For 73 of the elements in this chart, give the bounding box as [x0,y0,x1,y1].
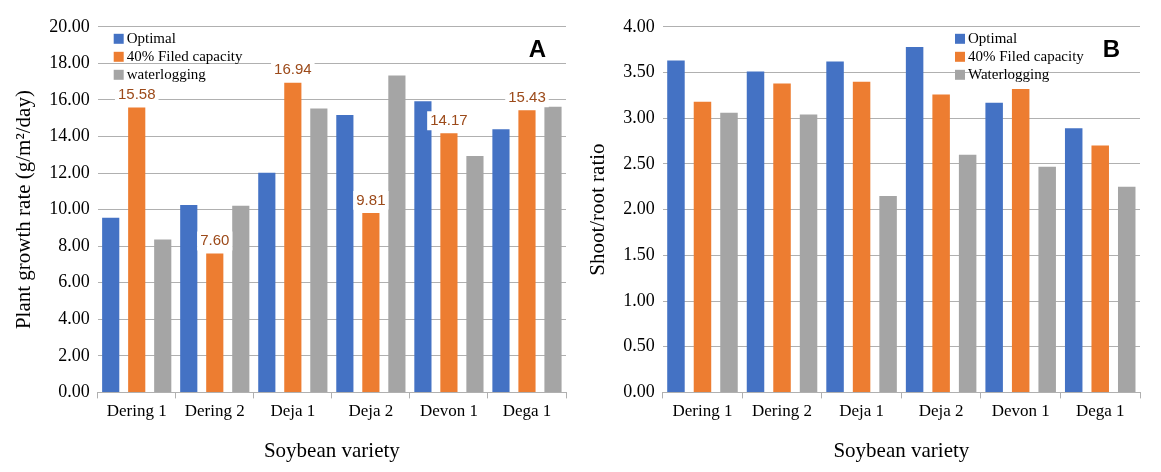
bar [128,107,146,392]
x-tick-label: Deja 1 [839,401,884,421]
bar [667,60,685,392]
bar [492,129,510,392]
bar [102,217,120,392]
x-tick-label: Dering 2 [184,401,245,421]
x-tick-label: Dega 1 [502,401,552,421]
y-tick-label: 12.00 [49,161,90,182]
y-tick-label: 0.00 [58,381,90,402]
legend-label: 40% Filed capacity [968,47,1085,64]
bar [284,82,302,392]
x-axis-title: Soybean variety [263,437,401,462]
y-tick-label: 2.00 [623,198,655,219]
bar [1064,128,1083,392]
data-label: 15.58 [117,85,156,103]
y-tick-label: 0.00 [623,381,655,402]
bar [1011,88,1030,392]
data-label: 9.81 [356,190,386,208]
x-tick-label: Dega 1 [1075,401,1125,421]
y-tick-label: 10.00 [49,198,90,219]
legend-label: Optimal [968,29,1018,46]
bar [826,61,844,392]
bar [985,102,1003,392]
y-tick-label: 4.00 [623,15,655,36]
x-tick-label: Devon 1 [419,401,478,421]
x-tick-label: Dering 2 [752,401,813,421]
x-axis-title: Soybean variety [833,437,970,462]
legend-label: Optimal [126,29,176,46]
data-label: 14.17 [430,111,468,129]
data-label: 16.94 [274,60,312,78]
bar [1091,145,1109,392]
bar [414,101,432,392]
bar [773,83,791,392]
bar [932,94,950,392]
data-label: 7.60 [200,231,230,249]
x-tick-label: Deja 2 [918,401,964,421]
y-tick-label: 2.50 [623,152,655,173]
legend-label: 40% Filed capacity [126,47,243,64]
annotation: B [1102,35,1120,63]
y-tick-label: 18.00 [49,52,90,73]
x-tick-label: Devon 1 [991,401,1050,421]
bar [440,133,458,392]
y-tick-label: 3.00 [623,106,655,127]
y-tick-label: 2.00 [58,344,90,365]
y-tick-label: 1.00 [623,289,655,310]
legend-label: Waterlogging [968,65,1050,82]
bar [693,101,712,392]
y-tick-label: 6.00 [58,271,90,292]
bar [746,71,765,392]
y-axis-title: Plant growth rate (g/m²/day) [11,90,36,330]
y-tick-label: 14.00 [49,125,90,146]
x-tick-label: Deja 1 [270,401,316,421]
bar [905,46,924,392]
y-axis-title: Shoot/root ratio [585,143,610,276]
x-tick-label: Dering 1 [672,401,733,421]
annotation: A [528,35,546,63]
y-tick-label: 3.50 [623,61,655,82]
y-tick-label: 20.00 [49,15,90,36]
bar [258,172,276,392]
y-tick-label: 8.00 [58,234,90,255]
y-tick-label: 16.00 [49,88,90,109]
bar [852,81,871,392]
x-tick-label: Dering 1 [106,401,167,421]
bar [362,213,380,392]
y-tick-label: 0.50 [623,335,655,356]
x-tick-label: Deja 2 [348,401,394,421]
bar [206,253,224,392]
y-tick-label: 1.50 [623,244,655,265]
data-label: 15.43 [508,87,546,105]
legend-label: waterlogging [126,65,207,82]
bar [336,115,354,392]
bar [180,205,198,392]
y-tick-label: 4.00 [58,308,90,329]
